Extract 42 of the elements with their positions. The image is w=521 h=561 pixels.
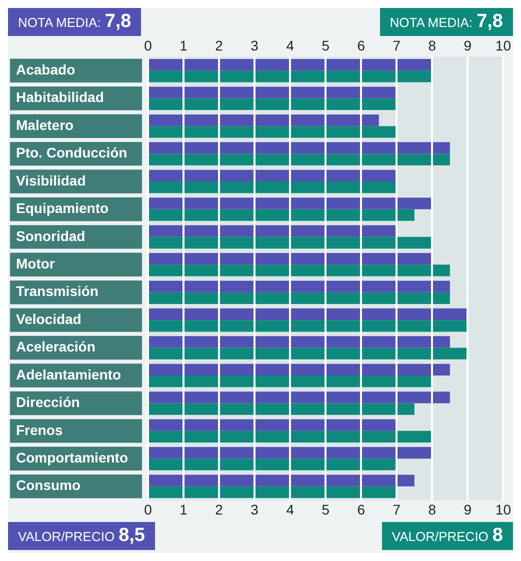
x-tick-label: 7 — [392, 501, 401, 518]
x-tick-label: 9 — [464, 501, 472, 518]
y-tick-label: Acabado — [16, 62, 76, 78]
y-tick-label: Velocidad — [16, 310, 82, 327]
x-tick-label: 10 — [495, 501, 512, 518]
y-tick-label: Maletero — [16, 116, 74, 133]
text: VALOR/PRECIO 8 — [392, 525, 503, 546]
y-tick-label: Aceleración — [16, 338, 96, 355]
x-tick-label: 0 — [144, 501, 152, 518]
y-tick-label: Frenos — [16, 422, 63, 438]
x-tick-label: 8 — [428, 501, 436, 518]
y-tick-label: Adelantamiento — [16, 366, 122, 382]
y-tick-label: Visibilidad — [16, 172, 86, 188]
y-tick-label: Consumo — [16, 477, 81, 494]
text: NOTA MEDIA: 7,8 — [390, 11, 503, 32]
x2-tick-label: 1 — [180, 37, 188, 54]
y-tick-label: Dirección — [16, 394, 80, 410]
y-tick-label: Motor — [16, 256, 56, 272]
x2-tick-label: 10 — [495, 37, 512, 54]
x-tick-label: 2 — [215, 501, 224, 518]
x-tick-label: 5 — [322, 501, 330, 518]
x2-tick-label: 5 — [322, 37, 330, 54]
x2-tick-label: 7 — [392, 37, 401, 54]
x2-tick-label: 9 — [464, 37, 472, 54]
x2-tick-label: 8 — [428, 37, 436, 54]
y-tick-label: Comportamiento — [16, 449, 128, 466]
x2-tick-label: 4 — [286, 37, 294, 54]
x-tick-label: 6 — [357, 501, 366, 518]
x2-tick-label: 6 — [357, 37, 366, 54]
x-tick-label: 4 — [286, 501, 294, 518]
y-tick-label: Pto. Conducción — [16, 144, 128, 161]
y-tick-label: Habitabilidad — [16, 89, 104, 106]
x2-tick-label: 3 — [250, 37, 259, 54]
x-tick-label: 3 — [250, 501, 259, 518]
text: NOTA MEDIA: 7,8 — [18, 11, 132, 32]
x2-tick-label: 0 — [144, 37, 152, 54]
y-tick-label: Transmisión — [16, 283, 98, 300]
x2-tick-label: 2 — [215, 37, 224, 54]
y-tick-label: Sonoridad — [16, 228, 86, 244]
text: VALOR/PRECIO 8,5 — [18, 525, 145, 546]
y-tick-label: Equipamiento — [16, 200, 109, 216]
x-tick-label: 1 — [180, 501, 188, 518]
